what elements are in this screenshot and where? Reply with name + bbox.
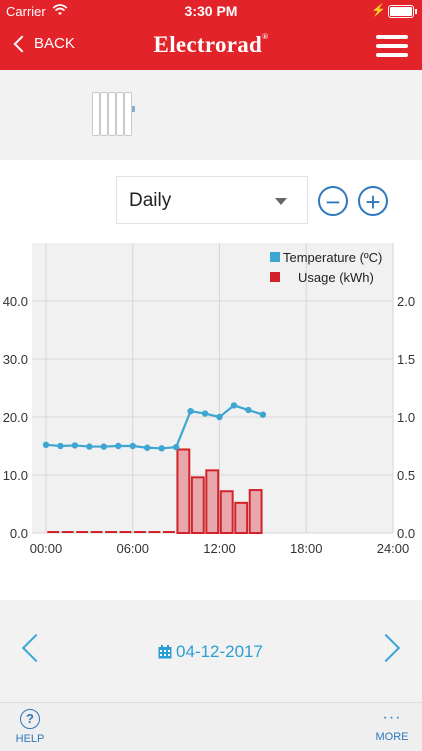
usage-bar bbox=[219, 490, 234, 535]
next-day-button[interactable] bbox=[371, 633, 401, 663]
date-navigator: 04-12-2017 bbox=[0, 600, 422, 702]
help-icon: ? bbox=[20, 709, 40, 729]
temperature-point bbox=[216, 413, 223, 421]
legend-temperature-swatch bbox=[270, 252, 280, 262]
usage-bar bbox=[248, 489, 263, 534]
y-right-tick-label: 1.5 bbox=[397, 352, 415, 367]
temperature-point bbox=[71, 442, 79, 449]
usage-bar bbox=[176, 448, 191, 534]
legend-usage-label: Usage (kWh) bbox=[298, 270, 374, 285]
back-label: BACK bbox=[34, 35, 75, 52]
temperature-point bbox=[115, 442, 122, 450]
y-left-tick-label: 40.0 bbox=[3, 294, 28, 309]
legend-usage-swatch bbox=[270, 272, 280, 282]
usage-bar bbox=[205, 469, 220, 534]
temperature-line bbox=[45, 404, 264, 450]
temperature-point bbox=[42, 441, 50, 449]
charging-icon: ⚡ bbox=[371, 3, 386, 17]
temperature-point bbox=[230, 402, 238, 409]
y-right-tick-label: 0.0 bbox=[397, 526, 415, 541]
temperature-point bbox=[100, 443, 108, 450]
more-icon: ··· bbox=[382, 709, 402, 726]
usage-bar bbox=[190, 476, 205, 535]
x-tick-label: 18:00 bbox=[290, 541, 323, 556]
device-banner bbox=[0, 70, 422, 160]
calendar-icon bbox=[158, 645, 172, 659]
temperature-point bbox=[172, 443, 180, 451]
temperature-point bbox=[187, 408, 194, 415]
previous-day-button[interactable] bbox=[21, 633, 51, 663]
temperature-point bbox=[86, 443, 93, 450]
help-tab[interactable]: ? HELP bbox=[10, 709, 50, 745]
brand-logo: Electrorad® bbox=[153, 32, 269, 57]
zoom-out-button[interactable]: − bbox=[318, 186, 348, 217]
usage-temperature-chart[interactable]: 0.0 0.0 10.0 0.5 20.0 1.0 30.0 1.5 40.0 2.0 00:00 0… bbox=[0, 240, 422, 560]
back-button[interactable]: BACK bbox=[12, 35, 75, 52]
temperature-point bbox=[245, 406, 252, 414]
status-time: 3:30 PM bbox=[184, 3, 238, 19]
chart-controls: Daily − + bbox=[0, 160, 422, 240]
y-left-tick-label: 0.0 bbox=[10, 526, 28, 541]
period-value: Daily bbox=[129, 190, 172, 211]
x-tick-label: 24:00 bbox=[377, 541, 410, 556]
more-tab[interactable]: ··· MORE bbox=[372, 709, 412, 743]
y-left-tick-label: 20.0 bbox=[3, 410, 28, 425]
temperature-point bbox=[158, 445, 165, 452]
date-picker-button[interactable]: 04-12-2017 bbox=[158, 642, 263, 662]
help-label: HELP bbox=[15, 733, 45, 745]
x-tick-label: 12:00 bbox=[203, 541, 236, 556]
temperature-point bbox=[144, 444, 151, 451]
brand-mark: ® bbox=[262, 32, 269, 41]
bottom-tab-bar: ? HELP ··· MORE bbox=[0, 702, 422, 751]
battery-icon bbox=[388, 5, 417, 18]
chevron-down-icon bbox=[275, 198, 287, 205]
status-bar: Carrier 3:30 PM ⚡ bbox=[0, 0, 422, 22]
radiator-icon bbox=[92, 92, 138, 136]
temperature-point bbox=[129, 442, 136, 450]
y-left-tick-label: 10.0 bbox=[3, 468, 28, 483]
y-left-tick-label: 30.0 bbox=[3, 352, 28, 367]
temperature-point bbox=[57, 442, 64, 450]
usage-bar bbox=[234, 501, 249, 534]
hamburger-icon bbox=[376, 35, 408, 39]
menu-button[interactable] bbox=[376, 35, 408, 57]
selected-date: 04-12-2017 bbox=[176, 642, 263, 661]
period-select[interactable]: Daily bbox=[116, 176, 308, 224]
temperature-point bbox=[201, 410, 209, 417]
wifi-icon bbox=[52, 4, 68, 15]
temperature-point bbox=[259, 411, 267, 418]
y-right-tick-label: 0.5 bbox=[397, 468, 415, 483]
nav-bar: BACK Electrorad® bbox=[0, 22, 422, 70]
zoom-in-button[interactable]: + bbox=[358, 186, 388, 217]
legend-temperature-label: Temperature (ºC) bbox=[283, 250, 382, 265]
more-label: MORE bbox=[375, 731, 409, 743]
y-right-tick-label: 1.0 bbox=[397, 410, 415, 425]
carrier-label: Carrier bbox=[6, 4, 46, 19]
y-right-tick-label: 2.0 bbox=[397, 294, 415, 309]
x-tick-label: 06:00 bbox=[116, 541, 149, 556]
x-tick-label: 00:00 bbox=[30, 541, 63, 556]
